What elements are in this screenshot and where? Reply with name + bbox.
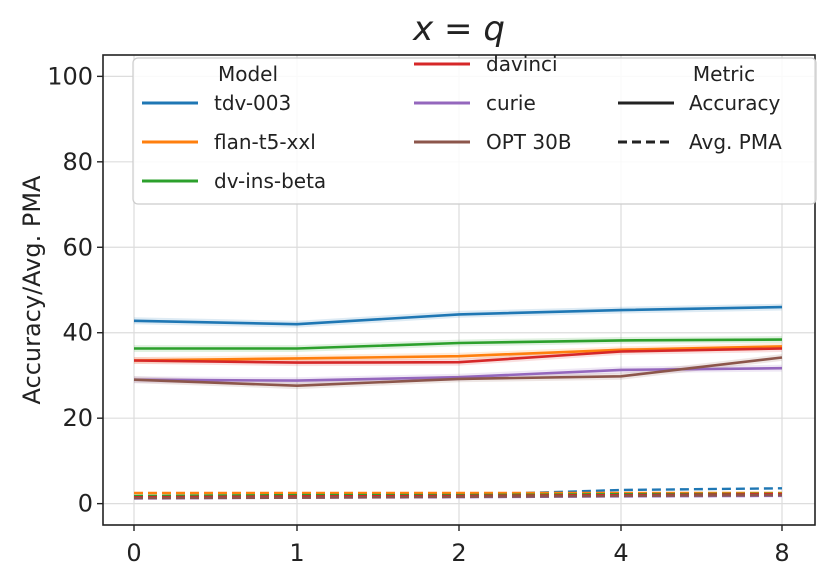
legend-label: curie [486, 91, 536, 115]
x-tick-label: 1 [289, 539, 304, 567]
series-line-accuracy [134, 338, 783, 350]
series-line-accuracy [133, 305, 783, 326]
legend-metric-title: Metric [693, 62, 755, 86]
x-tick-label: 4 [613, 539, 628, 567]
series-lines [133, 303, 783, 500]
x-tick-label: 0 [126, 539, 141, 567]
x-tick-label: 2 [451, 539, 466, 567]
series-line-accuracy [133, 347, 783, 364]
legend-label: davinci [486, 52, 558, 76]
y-tick-label: 40 [62, 319, 93, 347]
y-tick-label: 100 [47, 62, 93, 90]
legend: Model Metric tdv-003 flan-t5-xxl dv-ins-be… [132, 52, 817, 205]
y-tick-label: 20 [62, 404, 93, 432]
legend-label: OPT 30B [486, 130, 572, 154]
series-line-accuracy [133, 345, 783, 362]
y-tick-label: 0 [78, 490, 93, 518]
legend-label: flan-t5-xxl [214, 130, 316, 154]
legend-label: tdv-003 [214, 91, 291, 115]
x-tick-label: 8 [774, 539, 789, 567]
y-tick-label: 80 [62, 148, 93, 176]
y-tick-label: 60 [62, 233, 93, 261]
legend-label: dv-ins-beta [214, 169, 326, 193]
series-line-accuracy [133, 356, 783, 388]
y-axis-title: Accuracy/Avg. PMA [18, 175, 46, 405]
legend-box [132, 57, 817, 205]
series-line-avg-pma [133, 493, 783, 500]
legend-metric-label: Avg. PMA [689, 130, 782, 154]
axis-ticks: 0 20 40 60 80 100 0 1 2 4 8 [47, 62, 789, 567]
chart-title: x = q [412, 9, 505, 49]
legend-model-title: Model [218, 62, 278, 86]
legend-metric-label: Accuracy [689, 91, 780, 115]
